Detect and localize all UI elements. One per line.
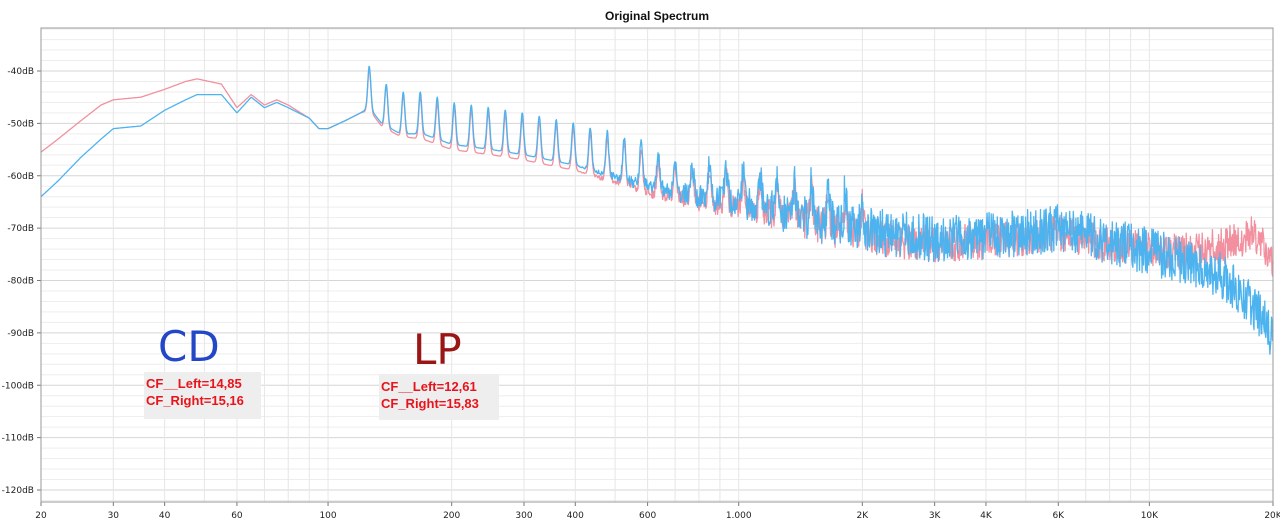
x-tick-label: 1.000 bbox=[726, 511, 752, 521]
series-cd-line bbox=[40, 65, 1274, 355]
y-tick-label: -70dB bbox=[7, 224, 34, 234]
x-tick-label: 60 bbox=[231, 511, 243, 521]
cd-label: CD bbox=[158, 322, 220, 371]
lp-cf-right: CF_Right=15,83 bbox=[381, 396, 479, 411]
x-tick-label: 10K bbox=[1141, 511, 1159, 521]
x-tick-label: 20 bbox=[35, 511, 47, 521]
x-tick-label: 6K bbox=[1052, 511, 1065, 521]
x-tick-label: 200 bbox=[443, 511, 460, 521]
lp-cf-left: CF__Left=12,61 bbox=[381, 379, 477, 394]
x-tick-label: 40 bbox=[159, 511, 171, 521]
y-tick-label: -90dB bbox=[7, 329, 34, 339]
axis-ticks: -40dB -50dB -60dB -70dB -80dB -90dB -100dB -110… bbox=[2, 67, 1280, 521]
chart-title: Original Spectrum bbox=[605, 9, 709, 23]
cd-cf-right: CF_Right=15,16 bbox=[146, 393, 244, 408]
x-tick-label: 300 bbox=[515, 511, 532, 521]
x-tick-label: 2K bbox=[857, 511, 870, 521]
y-tick-label: -40dB bbox=[7, 67, 34, 77]
x-tick-label: 3K bbox=[929, 511, 942, 521]
lp-cf-box bbox=[379, 374, 499, 420]
y-tick-label: -80dB bbox=[7, 277, 34, 287]
y-tick-label: -120dB bbox=[2, 486, 34, 496]
y-tick-label: -100dB bbox=[2, 381, 34, 391]
x-tick-label: 100 bbox=[319, 511, 336, 521]
x-tick-label: 30 bbox=[108, 511, 120, 521]
x-tick-label: 400 bbox=[567, 511, 584, 521]
x-tick-label: 4K bbox=[980, 511, 993, 521]
y-tick-label: -110dB bbox=[2, 434, 34, 444]
x-tick-label: 600 bbox=[639, 511, 656, 521]
plot-frame bbox=[40, 27, 1274, 503]
series-lines bbox=[40, 65, 1274, 355]
cd-cf-box bbox=[144, 372, 261, 419]
y-tick-label: -60dB bbox=[7, 172, 34, 182]
cd-cf-left: CF__Left=14,85 bbox=[146, 376, 242, 391]
x-tick-label: 20K bbox=[1264, 511, 1280, 521]
series-lp-line bbox=[40, 68, 1274, 277]
y-tick-label: -50dB bbox=[7, 119, 34, 129]
lp-label: LP bbox=[413, 325, 462, 374]
